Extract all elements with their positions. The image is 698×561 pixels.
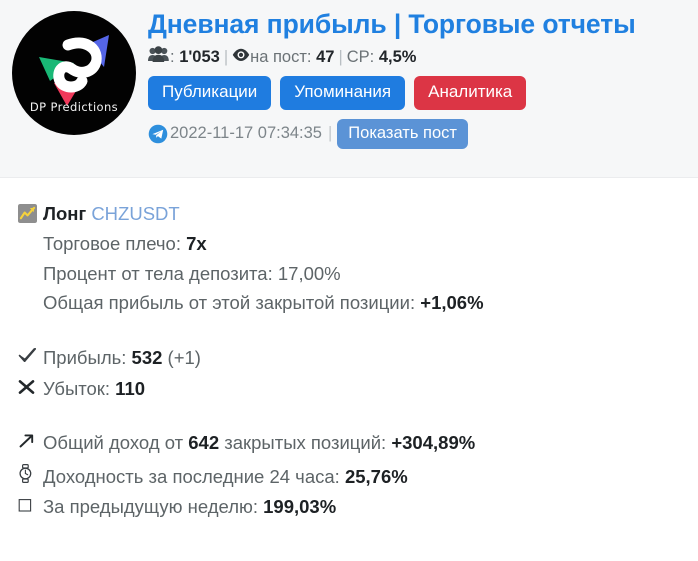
- mentions-button[interactable]: Упоминания: [280, 76, 406, 110]
- weekly-yield-label: За предыдущую неделю:: [43, 495, 264, 517]
- wins-label: Прибыль:: [43, 346, 132, 368]
- channel-header: DP Predictions Дневная прибыль | Торговы…: [0, 0, 698, 178]
- losses-value: 110: [115, 377, 146, 399]
- closed-positions-count: 642: [188, 431, 220, 453]
- dp-predictions-logo: DP Predictions: [12, 11, 136, 135]
- views-label: на пост:: [250, 47, 312, 66]
- analytics-button[interactable]: Аналитика: [414, 76, 527, 110]
- subscribers-label: :: [170, 47, 175, 66]
- total-income-label: Общий доход от: [43, 431, 189, 453]
- date-separator: |: [328, 124, 333, 143]
- total-income-line: Общий доход от 642 закрытых позиций: +30…: [18, 433, 698, 453]
- show-post-button[interactable]: Показать пост: [337, 118, 468, 149]
- post-date-row: 2022-11-17 07:34:35 | Показать пост: [148, 118, 698, 149]
- stats-separator-1: |: [223, 47, 229, 66]
- deposit-percent-label: Процент от тела депозита:: [43, 262, 278, 284]
- position-profit-label: Общая прибыль от этой закрытой позиции:: [43, 292, 421, 313]
- publications-button[interactable]: Публикации: [148, 76, 272, 110]
- wins-delta: (+1): [162, 346, 201, 368]
- leverage-label: Торговое плечо:: [43, 233, 187, 254]
- direction-label: Лонг: [43, 203, 92, 224]
- total-income-mid: закрытых позиций:: [219, 431, 392, 453]
- wins-value: 532: [131, 346, 163, 368]
- leverage-line: Торговое плечо: 7x: [18, 233, 698, 254]
- check-mark-icon: [18, 347, 43, 368]
- losses-label: Убыток:: [43, 377, 116, 399]
- err-label: CP:: [346, 47, 375, 66]
- post-timestamp: 2022-11-17 07:34:35: [170, 124, 322, 143]
- wins-line: Прибыль: 532 (+1): [18, 347, 698, 368]
- stats-separator-2: |: [338, 47, 343, 66]
- losses-line: Убыток: 110: [18, 379, 698, 399]
- leverage-value: 7x: [186, 233, 207, 254]
- err-value: 4,5%: [378, 47, 417, 66]
- daily-yield-label: Доходность за последние 24 часа:: [43, 465, 345, 487]
- box-glyph-icon: [18, 498, 43, 517]
- arrow-up-right-icon: [18, 433, 43, 453]
- eye-icon: [232, 47, 250, 68]
- logo-caption: DP Predictions: [29, 100, 119, 114]
- group-spacer: [18, 324, 698, 347]
- people-icon: [148, 45, 169, 69]
- group-spacer: [18, 410, 698, 433]
- telegram-icon: [148, 124, 168, 144]
- channel-avatar-wrap: DP Predictions: [0, 9, 148, 135]
- chart-increasing-emoji: [18, 204, 43, 224]
- ticker-link[interactable]: CHZUSDT: [91, 203, 180, 224]
- position-profit-line: Общая прибыль от этой закрытой позиции: …: [18, 292, 698, 313]
- daily-yield-line: Доходность за последние 24 часа: 25,76%: [18, 463, 698, 487]
- cross-mark-icon: [18, 379, 43, 399]
- total-income-value: +304,89%: [391, 431, 476, 453]
- daily-yield-value: 25,76%: [344, 465, 408, 487]
- weekly-yield-value: 199,03%: [263, 495, 337, 517]
- header-button-row: Публикации Упоминания Аналитика: [148, 76, 698, 110]
- views-value: 47: [316, 47, 335, 66]
- watch-icon: [18, 463, 43, 487]
- subscribers-value: 1'053: [179, 47, 220, 66]
- position-profit-value: +1,06%: [420, 292, 484, 313]
- channel-stats: : 1'053 | на пост: 47 | CP: 4,5%: [148, 45, 698, 69]
- deposit-percent-line: Процент от тела депозита: 17,00%: [18, 262, 698, 284]
- channel-title: Дневная прибыль | Торговые отчеты: [148, 9, 636, 39]
- deposit-percent-value: 17,00%: [277, 262, 341, 284]
- post-body: Лонг CHZUSDT Торговое плечо: 7x Процент …: [0, 178, 698, 517]
- weekly-yield-line: За предыдущую неделю: 199,03%: [18, 495, 698, 517]
- position-direction-line: Лонг CHZUSDT: [18, 204, 698, 224]
